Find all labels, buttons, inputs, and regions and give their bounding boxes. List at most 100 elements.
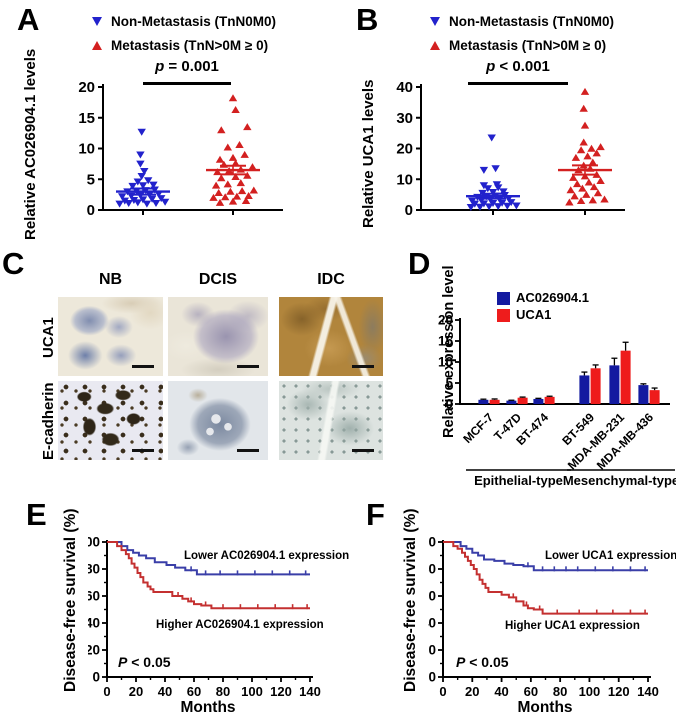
p-value-text: < 0.05 (465, 654, 509, 670)
svg-text:5: 5 (87, 171, 95, 188)
panel-a-y-axis-label: Relative AC026904.1 levels (22, 48, 39, 240)
svg-text:120: 120 (608, 684, 630, 699)
up-triangle-icon (92, 40, 102, 50)
scatter-points-0 (115, 128, 170, 208)
legend-label-metastasis: Metastasis (TnN>0M ≥ 0) (111, 37, 269, 53)
p-symbol: p (486, 58, 496, 75)
down-triangle-icon (92, 17, 102, 27)
legend-item-metastasis: Metastasis (TnN>0M ≥ 0) (92, 38, 276, 54)
panel-e-pvalue: P < 0.05 (118, 654, 171, 670)
p-value-text: < 0.05 (127, 654, 171, 670)
svg-text:20: 20 (438, 313, 453, 328)
svg-text:10: 10 (438, 355, 453, 370)
mean-sem-1 (206, 164, 260, 176)
svg-text:15: 15 (78, 110, 95, 127)
p-value-text: = 0.001 (164, 58, 219, 75)
svg-text:60: 60 (428, 589, 436, 604)
panel-e-x-axis-label: Months (180, 699, 236, 716)
panel-b-scatter-plot: 0 10 20 30 40 (396, 79, 625, 219)
svg-text:20: 20 (465, 684, 479, 699)
km-curve-1 (107, 541, 310, 610)
svg-text:20: 20 (396, 141, 413, 158)
bar (544, 396, 555, 404)
svg-text:Epithelial-type: Epithelial-type (474, 473, 563, 488)
legend-item-non-metastasis: Non-Metastasis (TnN0M0) (430, 14, 614, 30)
panel-f-label: F (366, 497, 385, 532)
panel-e-y-axis-label: Disease-free survival (%) (62, 508, 79, 692)
mean-sem-0 (466, 192, 520, 200)
bar (649, 390, 660, 404)
bar (506, 400, 517, 404)
panel-e-label: E (26, 497, 47, 532)
svg-text:40: 40 (494, 684, 508, 699)
bar (638, 385, 649, 404)
up-triangle-icon (430, 40, 440, 50)
panel-a-legend: Non-Metastasis (TnN0M0) Metastasis (TnN>… (92, 14, 276, 53)
panel-b-legend: Non-Metastasis (TnN0M0) Metastasis (TnN>… (430, 14, 614, 53)
down-triangle-icon (430, 17, 440, 27)
legend-item-non-metastasis: Non-Metastasis (TnN0M0) (92, 14, 276, 30)
panel-f-pvalue: P < 0.05 (456, 654, 509, 670)
km-curve-0 (443, 541, 648, 572)
svg-text:MCF-7: MCF-7 (460, 410, 496, 446)
svg-text:0: 0 (439, 684, 446, 699)
curve-label-higher-uca1: Higher UCA1 expression (505, 620, 640, 632)
panel-f-x-axis-label: Months (517, 699, 573, 716)
scale-bar (352, 448, 374, 452)
legend-swatch-ac026904 (497, 292, 510, 305)
svg-text:0: 0 (405, 202, 413, 219)
ihc-image-ecadherin-idc (279, 381, 383, 460)
bar (489, 399, 500, 404)
svg-text:140: 140 (637, 684, 659, 699)
svg-text:40: 40 (158, 684, 172, 699)
p-symbol: p (155, 58, 165, 75)
scale-bar (352, 364, 374, 368)
panel-f-y-axis-label: Disease-free survival (%) (402, 508, 419, 692)
panel-b-label: B (356, 2, 379, 37)
svg-text:100: 100 (241, 684, 263, 699)
panel-e-survival-plot: 0 20 40 60 80 100 0 20 40 60 80 100 120 140 (88, 536, 321, 699)
panel-f-survival-plot: 0 20 40 60 80 100 0 20 40 60 80 100 120 140 (428, 536, 659, 699)
km-curve-0 (107, 541, 310, 576)
column-header-idc: IDC (317, 271, 345, 288)
bar (517, 397, 528, 404)
svg-text:60: 60 (524, 684, 538, 699)
p-symbol: P (456, 654, 466, 670)
svg-text:15: 15 (438, 334, 454, 349)
panel-a-pvalue: p = 0.001 (143, 58, 231, 75)
panel-b-significance-bar (468, 82, 568, 85)
row-label-uca1: UCA1 (40, 317, 57, 358)
curve-label-higher-ac026904: Higher AC026904.1 expression (156, 619, 324, 631)
svg-text:80: 80 (553, 684, 567, 699)
svg-text:Mesenchymal-type: Mesenchymal-type (563, 473, 676, 488)
svg-text:20: 20 (78, 79, 95, 96)
mean-sem-1 (558, 164, 612, 176)
ihc-image-ecadherin-nb (58, 381, 163, 460)
bar (533, 398, 544, 404)
legend-item-metastasis: Metastasis (TnN>0M ≥ 0) (430, 38, 614, 54)
svg-text:80: 80 (88, 562, 100, 577)
bar (478, 399, 489, 404)
curve-label-lower-ac026904: Lower AC026904.1 expression (184, 550, 350, 562)
svg-text:80: 80 (216, 684, 230, 699)
legend-label-uca1: UCA1 (516, 307, 552, 322)
scale-bar (237, 448, 259, 452)
panel-a-significance-bar (143, 82, 231, 85)
svg-text:0: 0 (103, 684, 110, 699)
svg-text:20: 20 (428, 643, 436, 658)
svg-text:0: 0 (428, 670, 436, 685)
svg-text:120: 120 (270, 684, 292, 699)
svg-text:40: 40 (428, 616, 436, 631)
ihc-image-uca1-dcis (168, 297, 268, 376)
scatter-points-1 (209, 94, 258, 206)
legend-label-ac026904: AC026904.1 (516, 290, 589, 305)
svg-text:40: 40 (88, 616, 100, 631)
bar (620, 350, 631, 404)
panel-b-y-axis-label: Relative UCA1 levels (360, 79, 377, 228)
svg-text:40: 40 (396, 79, 413, 96)
svg-text:5: 5 (445, 376, 453, 391)
column-header-nb: NB (98, 271, 123, 288)
svg-text:100: 100 (579, 684, 601, 699)
